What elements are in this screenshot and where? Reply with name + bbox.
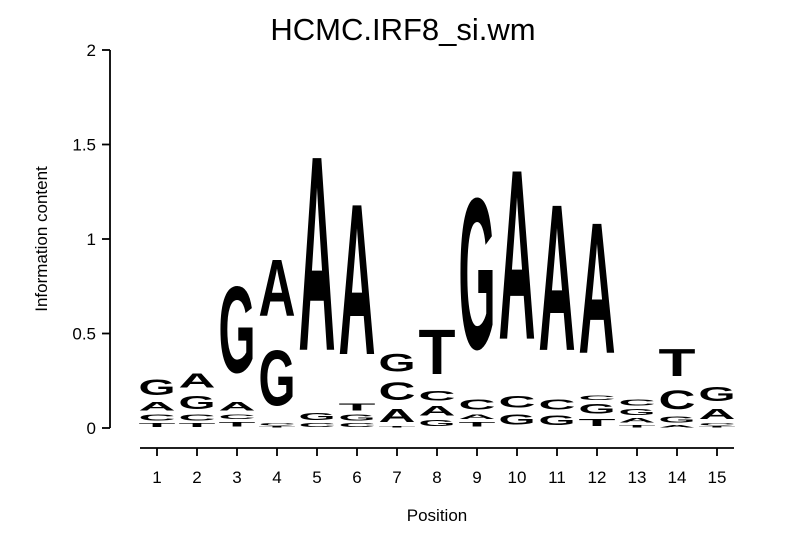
logo-letter: C — [259, 422, 296, 426]
logo-letter: C — [419, 388, 456, 403]
logo-letter: T — [459, 421, 496, 429]
x-axis: 1 2 3 4 5 6 7 8 9 10 11 12 13 14 15 — [140, 447, 734, 487]
logo-letter: C — [579, 394, 616, 402]
x-tick-label: 1 — [152, 468, 161, 487]
logo-letter: G — [659, 415, 696, 424]
x-tick-label: 2 — [192, 468, 201, 487]
logo-letter: G — [619, 407, 656, 416]
logo-letter: T — [659, 341, 696, 384]
logo-letter: A — [339, 160, 376, 401]
chart-title: HCMC.IRF8_si.wm — [270, 12, 535, 47]
y-axis: 0 0.5 1 1.5 2 — [72, 41, 111, 438]
logo-letter: G — [259, 333, 296, 422]
logo-letter: A — [619, 417, 656, 425]
logo-letter: A — [699, 406, 736, 423]
x-axis-label: Position — [407, 506, 467, 525]
logo-letter: C — [379, 377, 416, 406]
y-axis-label: Information content — [32, 166, 51, 312]
logo-letter: G — [379, 349, 416, 377]
logo-letter: A — [459, 413, 496, 421]
x-tick-label: 5 — [312, 468, 321, 487]
logo-letter: A — [259, 244, 296, 334]
logo-letter: A — [179, 370, 216, 392]
logo-letter: T — [619, 424, 656, 428]
logo-letter: C — [139, 413, 176, 422]
logo-letter: G — [299, 411, 336, 422]
logo-letter: G — [219, 260, 256, 399]
y-tick-label: 1.5 — [72, 136, 96, 155]
logo-letter: T — [339, 402, 377, 413]
logo-letter: T — [379, 426, 416, 428]
logo-letter: A — [379, 406, 416, 427]
logo-letter: C — [179, 413, 216, 422]
logo-letter: A — [139, 399, 176, 412]
logo-letter: C — [659, 384, 696, 414]
logo-letter: C — [499, 392, 536, 411]
logo-letter: G — [339, 413, 376, 422]
logo-letter: G — [539, 413, 576, 428]
logo-letter: A — [539, 162, 576, 396]
logo-letter: C — [619, 398, 656, 407]
logo-letter: T — [259, 426, 296, 428]
logo-letter: A — [299, 99, 336, 409]
x-tick-label: 13 — [628, 468, 647, 487]
logo-letter: T — [179, 422, 216, 428]
x-tick-label: 3 — [232, 468, 241, 487]
logo-letter: T — [579, 417, 617, 428]
x-tick-label: 11 — [548, 468, 566, 487]
logo-letter: C — [459, 396, 496, 413]
y-tick-label: 0.5 — [72, 325, 96, 344]
x-tick-label: 9 — [472, 468, 481, 487]
x-tick-label: 6 — [352, 468, 361, 487]
x-tick-label: 12 — [588, 468, 607, 487]
logo-letter: T — [139, 422, 176, 428]
logo-letter: G — [499, 411, 536, 428]
logo-letter-stacks: TCAGTCGATCAGTCGACGACGTATACGGACTTACGGCAGC… — [139, 99, 736, 428]
x-tick-label: 7 — [392, 468, 401, 487]
logo-letter: T — [419, 318, 456, 389]
logo-letter: C — [339, 422, 376, 428]
y-tick-label: 1 — [87, 230, 96, 249]
logo-letter: C — [299, 422, 336, 428]
logo-letter: G — [139, 375, 176, 400]
y-tick-label: 2 — [87, 41, 96, 60]
logo-letter: T — [699, 426, 736, 428]
logo-letter: C — [699, 422, 736, 426]
x-tick-label: 8 — [432, 468, 441, 487]
logo-letter: G — [579, 402, 616, 417]
x-tick-label: 10 — [508, 468, 527, 487]
x-tick-label: 14 — [668, 468, 687, 487]
logo-letter: A — [219, 399, 256, 412]
logo-letter: A — [499, 120, 536, 391]
logo-letter: C — [539, 396, 576, 413]
logo-letter: G — [699, 383, 736, 406]
logo-letter: A — [659, 424, 696, 428]
y-tick-label: 0 — [87, 419, 96, 438]
logo-letter: G — [179, 392, 216, 413]
logo-letter: A — [419, 403, 456, 418]
logo-letter: G — [419, 419, 456, 428]
logo-letter: C — [219, 413, 256, 421]
logo-letter: T — [219, 421, 256, 429]
logo-letter: G — [459, 154, 496, 396]
x-tick-label: 4 — [272, 468, 281, 487]
x-tick-label: 15 — [708, 468, 727, 487]
logo-letter: A — [579, 185, 616, 394]
